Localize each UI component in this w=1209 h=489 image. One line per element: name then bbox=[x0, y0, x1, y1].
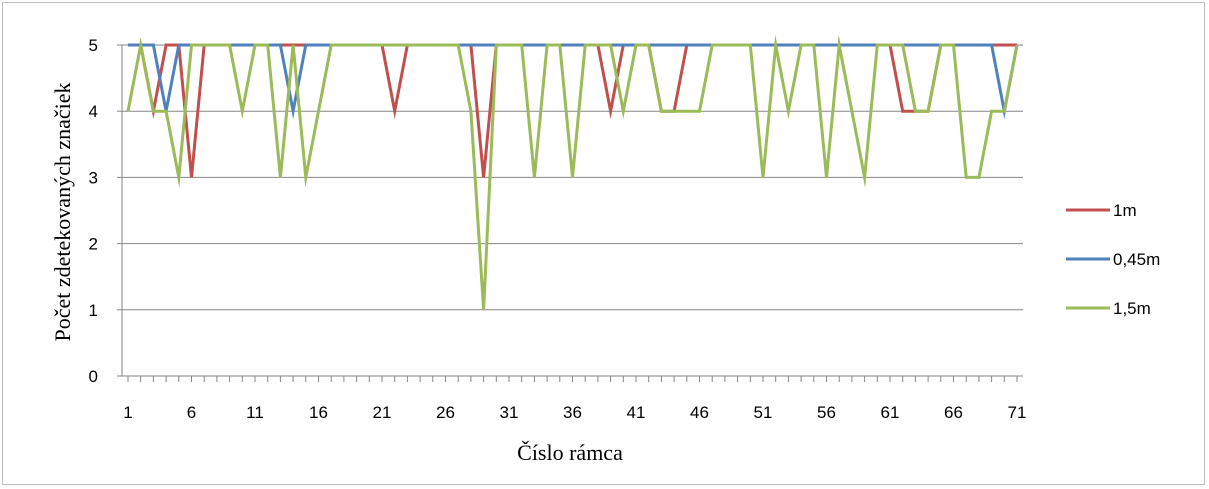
x-tick-label: 61 bbox=[881, 403, 900, 422]
x-tick-label: 36 bbox=[563, 403, 582, 422]
x-tick-label: 26 bbox=[436, 403, 455, 422]
x-axis-title: Číslo rámca bbox=[517, 440, 623, 465]
y-tick-label: 0 bbox=[89, 367, 98, 386]
legend-label: 0,45m bbox=[1113, 250, 1160, 269]
x-tick-label: 66 bbox=[944, 403, 963, 422]
y-axis-title: Počet zdetekovaných značiek bbox=[50, 83, 75, 342]
y-tick-label: 5 bbox=[89, 36, 98, 55]
x-tick-label: 1 bbox=[123, 403, 132, 422]
x-tick-label: 41 bbox=[627, 403, 646, 422]
series-lines bbox=[126, 34, 1019, 310]
x-tick-label: 31 bbox=[500, 403, 519, 422]
y-tick-label: 3 bbox=[89, 168, 98, 187]
x-tick-label: 6 bbox=[187, 403, 196, 422]
y-tick-label: 4 bbox=[89, 102, 98, 121]
x-tick-label: 46 bbox=[690, 403, 709, 422]
y-tick-label: 2 bbox=[89, 235, 98, 254]
y-tick-label: 1 bbox=[89, 301, 98, 320]
x-tick-label: 16 bbox=[309, 403, 328, 422]
x-tick-label: 11 bbox=[246, 403, 264, 422]
legend: 1m 0,45m 1,5m bbox=[1066, 201, 1160, 318]
x-tick-label: 21 bbox=[373, 403, 392, 422]
legend-label: 1,5m bbox=[1113, 299, 1151, 318]
x-tick-label: 56 bbox=[817, 403, 836, 422]
series-line-1 bbox=[128, 43, 1019, 120]
x-tick-label: 51 bbox=[754, 403, 773, 422]
legend-label: 1m bbox=[1113, 201, 1137, 220]
x-tick-label: 71 bbox=[1008, 403, 1027, 422]
series-line-2 bbox=[126, 34, 1019, 310]
